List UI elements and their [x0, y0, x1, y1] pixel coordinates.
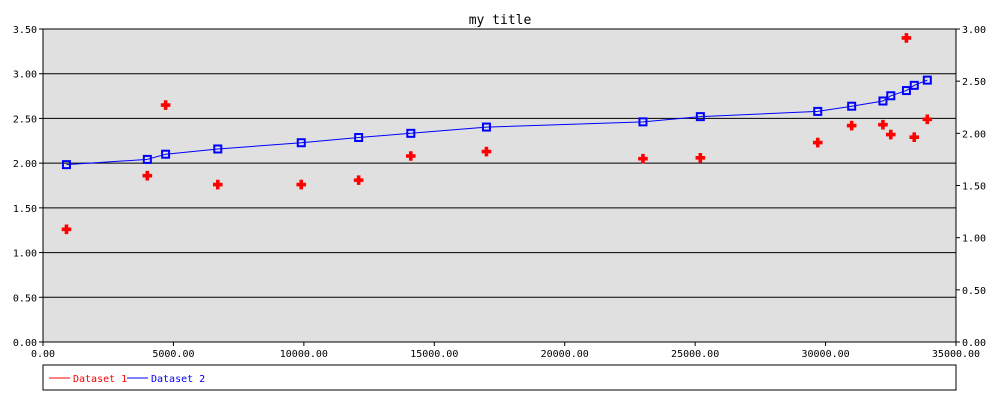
dataset-2-point: [354, 133, 364, 143]
y2-tick-label: 0.00: [962, 338, 986, 349]
dataset-2-point: [909, 80, 919, 90]
dataset-2-point: [296, 138, 306, 148]
dataset-1-point: [638, 153, 648, 164]
dataset-1-point: [695, 152, 706, 163]
dataset-1-point: [901, 33, 912, 43]
legend-label-dataset-1: Dataset 1: [73, 374, 127, 385]
x-tick-label: 15000.00: [410, 349, 458, 360]
dataset-2-point: [878, 96, 888, 106]
y2-tick-label: 1.50: [962, 182, 986, 193]
x-tick-label: 35000.00: [932, 349, 980, 360]
dataset-1-point: [481, 146, 492, 157]
y2-tick-label: 3.00: [962, 25, 986, 36]
dataset-1-point: [61, 224, 72, 235]
dataset-1-point: [885, 129, 896, 140]
dataset-2-point: [638, 117, 648, 127]
y-tick-label: 1.00: [13, 249, 37, 260]
legend-box: [42, 364, 957, 391]
dataset-2-point: [142, 154, 152, 164]
dataset-2-point: [901, 86, 911, 96]
y2-tick-label: 0.50: [962, 286, 986, 297]
y2-tick-label: 1.00: [962, 234, 986, 245]
dataset-2-point: [161, 149, 171, 159]
dataset-2-point: [481, 122, 491, 132]
y2-tick-label: 2.50: [962, 77, 986, 88]
dataset-1-point: [406, 151, 416, 161]
y-tick-label: 0.50: [13, 293, 37, 304]
dataset-1-point: [296, 179, 307, 190]
dataset-2-point: [61, 160, 71, 170]
dataset-2-point: [886, 91, 896, 101]
x-tick-label: 5000.00: [152, 349, 194, 360]
dataset-1-point: [160, 100, 171, 110]
legend: Dataset 1 Dataset 2: [42, 364, 957, 391]
x-tick-label: 20000.00: [541, 349, 589, 360]
dataset-2-point: [922, 75, 932, 85]
dataset-2-point: [847, 101, 857, 111]
y-axis-right: 0.00 0.50 1.00 1.50 2.00 2.50 3.00: [956, 25, 986, 349]
y-tick-label: 3.50: [13, 25, 37, 36]
grid: [43, 73, 956, 298]
y-axis-left: 0.00 0.50 1.00 1.50 2.00 2.50 3.00 3.50: [13, 25, 43, 349]
dataset-2-point: [695, 112, 705, 122]
dataset-2-point: [213, 144, 223, 154]
dataset-1-point: [909, 132, 920, 143]
dataset-1-point: [922, 114, 933, 125]
dataset-2-line: [66, 79, 928, 166]
y-tick-label: 1.50: [13, 204, 37, 215]
dataset-1-point: [353, 175, 364, 185]
dataset-1-point: [212, 179, 223, 190]
dataset-2-point: [406, 128, 416, 138]
series-layer: [61, 33, 933, 235]
x-tick-label: 30000.00: [801, 349, 849, 360]
x-tick-label: 25000.00: [671, 349, 719, 360]
dataset-1-point: [878, 119, 888, 130]
dataset-1-point: [142, 170, 153, 181]
chart-title: my title: [469, 13, 532, 28]
legend-label-dataset-2: Dataset 2: [151, 374, 205, 385]
y2-tick-label: 2.00: [962, 129, 986, 140]
x-tick-label: 0.00: [31, 349, 55, 360]
dataset-2-point: [813, 106, 823, 116]
plot-area: [42, 28, 957, 343]
x-tick-label: 10000.00: [280, 349, 328, 360]
y-tick-label: 0.00: [13, 338, 37, 349]
y-tick-label: 2.50: [13, 114, 37, 125]
dataset-1-point: [812, 137, 823, 148]
y-tick-label: 3.00: [13, 70, 37, 81]
dataset-1-point: [846, 120, 857, 131]
y-tick-label: 2.00: [13, 159, 37, 170]
x-axis: 0.00 5000.00 10000.00 15000.00 20000.00 25000…: [31, 342, 980, 360]
